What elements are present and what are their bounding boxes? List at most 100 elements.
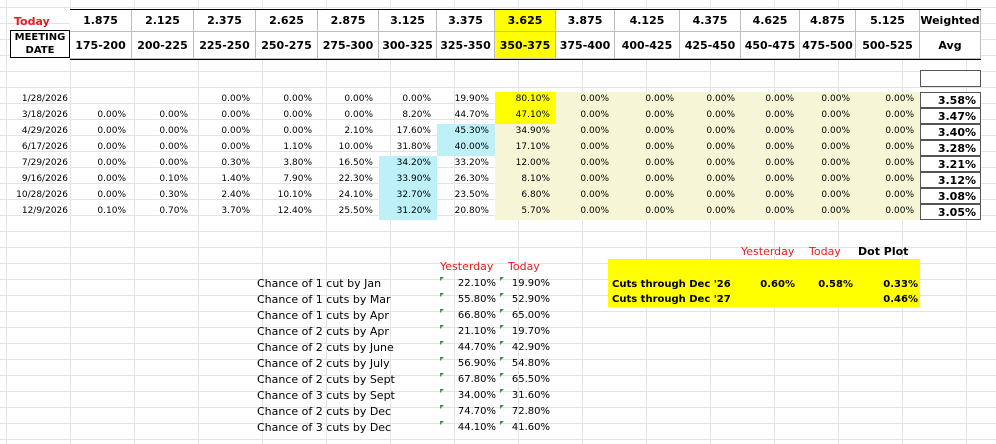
cuts-today-header[interactable]: Today: [809, 245, 841, 258]
chance-label[interactable]: Chance of 2 cuts by June: [257, 341, 394, 354]
probability-cell[interactable]: 0.00%: [800, 124, 856, 140]
probability-cell[interactable]: 7.90%: [283, 174, 312, 184]
chance-yesterday-value[interactable]: 22.10%: [457, 278, 496, 289]
probability-cell[interactable]: 0.00%: [615, 156, 680, 172]
probability-cell[interactable]: 0.00%: [741, 140, 800, 156]
range-header[interactable]: 300-325: [379, 32, 437, 59]
midpoint-header[interactable]: 4.375: [680, 10, 741, 32]
probability-cell[interactable]: 1.40%: [221, 174, 250, 184]
range-header[interactable]: 175-200: [70, 32, 132, 59]
probability-cell[interactable]: 19.90%: [454, 94, 489, 104]
probability-cell[interactable]: 34.90%: [495, 124, 556, 140]
chance-today-value[interactable]: 65.50%: [511, 374, 550, 385]
probability-cell[interactable]: 40.00%: [437, 140, 495, 156]
range-header[interactable]: 475-500: [800, 32, 856, 59]
meeting-date[interactable]: 7/29/2026: [21, 158, 68, 168]
probability-cell[interactable]: 17.60%: [396, 126, 431, 136]
probability-cell[interactable]: 17.10%: [495, 140, 556, 156]
meeting-date[interactable]: 3/18/2026: [21, 110, 68, 120]
probability-cell[interactable]: 12.40%: [277, 206, 312, 216]
probability-cell[interactable]: 0.10%: [97, 206, 126, 216]
weighted-header[interactable]: Weighted: [920, 10, 981, 32]
meeting-date-header[interactable]: MEETING DATE: [10, 30, 70, 58]
chance-yesterday-value[interactable]: 67.80%: [457, 374, 496, 385]
probability-cell[interactable]: 0.00%: [856, 108, 920, 124]
weighted-avg-cell[interactable]: 3.47%: [920, 108, 981, 124]
chance-today-value[interactable]: 19.70%: [511, 326, 550, 337]
range-header[interactable]: 400-425: [615, 32, 680, 59]
probability-cell[interactable]: 0.00%: [741, 172, 800, 188]
midpoint-header[interactable]: 3.375: [437, 10, 495, 32]
probability-cell[interactable]: 1.10%: [283, 142, 312, 152]
range-header[interactable]: 425-450: [680, 32, 741, 59]
today-label[interactable]: Today: [14, 15, 50, 28]
probability-cell[interactable]: 23.50%: [454, 190, 489, 200]
probability-cell[interactable]: 0.00%: [856, 124, 920, 140]
probability-cell[interactable]: 0.00%: [800, 204, 856, 220]
probability-cell[interactable]: 44.70%: [454, 110, 489, 120]
meeting-date[interactable]: 4/29/2026: [21, 126, 68, 136]
probability-cell[interactable]: 0.00%: [556, 140, 615, 156]
probability-cell[interactable]: 0.00%: [741, 156, 800, 172]
probability-cell[interactable]: 0.00%: [800, 156, 856, 172]
chance-today-value[interactable]: 31.60%: [511, 390, 550, 401]
probability-cell[interactable]: 0.00%: [615, 108, 680, 124]
probability-cell[interactable]: 0.00%: [615, 140, 680, 156]
probability-cell[interactable]: 0.00%: [680, 92, 741, 108]
cuts-label[interactable]: Cuts through Dec '27: [612, 294, 731, 305]
probability-cell[interactable]: 0.00%: [97, 110, 126, 120]
midpoint-header[interactable]: 2.875: [318, 10, 379, 32]
chance-label[interactable]: Chance of 3 cuts by Dec: [257, 421, 392, 434]
chance-yesterday-value[interactable]: 21.10%: [457, 326, 496, 337]
probability-cell[interactable]: 0.00%: [856, 156, 920, 172]
probability-cell[interactable]: 10.10%: [277, 190, 312, 200]
probability-cell[interactable]: 33.90%: [379, 172, 437, 188]
probability-cell[interactable]: 2.40%: [221, 190, 250, 200]
cuts-dot-plot-value[interactable]: 0.46%: [883, 294, 918, 305]
probability-cell[interactable]: 32.70%: [379, 188, 437, 204]
chance-label[interactable]: Chance of 1 cuts by Apr: [257, 309, 389, 322]
probability-cell[interactable]: 0.00%: [556, 156, 615, 172]
chance-yesterday-value[interactable]: 34.00%: [457, 390, 496, 401]
meeting-date[interactable]: 9/16/2026: [21, 174, 68, 184]
weighted-avg-cell[interactable]: 3.05%: [920, 204, 981, 220]
chance-label[interactable]: Chance of 2 cuts by Dec: [257, 405, 392, 418]
probability-cell[interactable]: 0.00%: [741, 188, 800, 204]
probability-cell[interactable]: 0.30%: [159, 190, 188, 200]
midpoint-header[interactable]: 3.875: [556, 10, 615, 32]
chance-label[interactable]: Chance of 2 cuts by Sept: [257, 373, 395, 386]
meeting-date[interactable]: 1/28/2026: [21, 94, 68, 104]
probability-cell[interactable]: 0.00%: [800, 140, 856, 156]
probability-cell[interactable]: 0.00%: [615, 188, 680, 204]
probability-cell[interactable]: 0.00%: [556, 172, 615, 188]
probability-cell[interactable]: 0.00%: [159, 110, 188, 120]
probability-cell[interactable]: 20.80%: [454, 206, 489, 216]
probability-cell[interactable]: 0.00%: [97, 174, 126, 184]
probability-cell[interactable]: 0.00%: [97, 126, 126, 136]
probability-cell[interactable]: 0.70%: [159, 206, 188, 216]
probability-cell[interactable]: 8.20%: [402, 110, 431, 120]
probability-cell[interactable]: 0.00%: [97, 158, 126, 168]
probability-cell[interactable]: 31.20%: [379, 204, 437, 220]
midpoint-header[interactable]: 2.125: [132, 10, 194, 32]
probability-cell[interactable]: 0.00%: [615, 124, 680, 140]
range-header[interactable]: 275-300: [318, 32, 379, 59]
avg-header[interactable]: Avg: [920, 32, 981, 59]
probability-cell[interactable]: 0.00%: [221, 94, 250, 104]
probability-cell[interactable]: 0.10%: [159, 174, 188, 184]
chance-label[interactable]: Chance of 1 cuts by Mar: [257, 293, 391, 306]
chance-yesterday-value[interactable]: 74.70%: [457, 406, 496, 417]
probability-cell[interactable]: 0.00%: [283, 126, 312, 136]
weighted-avg-cell[interactable]: 3.12%: [920, 172, 981, 188]
probability-cell[interactable]: 16.50%: [338, 158, 373, 168]
chance-today-value[interactable]: 65.00%: [511, 310, 550, 321]
probability-cell[interactable]: 0.00%: [615, 92, 680, 108]
range-header[interactable]: 375-400: [556, 32, 615, 59]
cuts-yesterday-header[interactable]: Yesterday: [741, 245, 795, 258]
probability-cell[interactable]: 0.00%: [800, 108, 856, 124]
probability-cell[interactable]: 12.00%: [495, 156, 556, 172]
probability-cell[interactable]: 0.00%: [221, 126, 250, 136]
chance-yesterday-value[interactable]: 66.80%: [457, 310, 496, 321]
probability-cell[interactable]: 0.00%: [741, 204, 800, 220]
cuts-yesterday-value[interactable]: 0.60%: [760, 279, 795, 290]
